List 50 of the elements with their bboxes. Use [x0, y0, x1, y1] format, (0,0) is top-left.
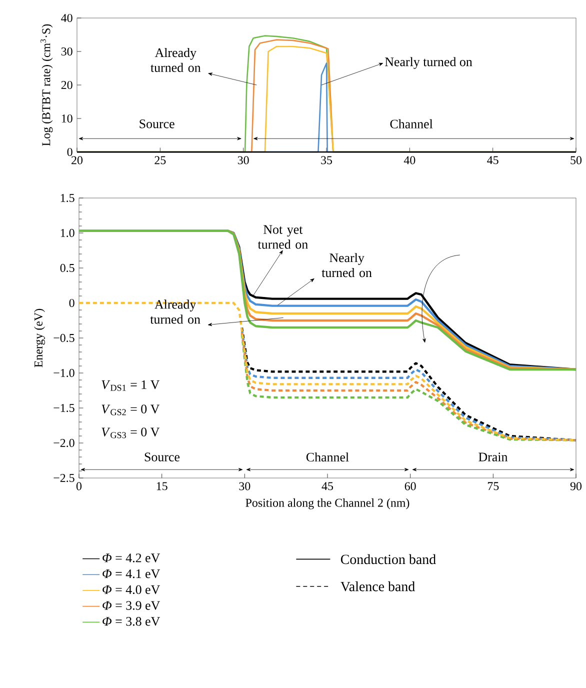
y-tick-label: 40: [61, 14, 72, 22]
x-axis-title: Position along the Channel 2 (nm): [246, 498, 410, 510]
annotation: Nearly turned on: [322, 253, 372, 278]
y-tick-label: −2.0: [54, 438, 74, 448]
y-tick-label: 0: [67, 148, 72, 156]
legend-label: Φ = 4.1 eV: [102, 569, 160, 578]
annotation: V$_{DS1}$ = 1 V: [102, 380, 160, 391]
x-tick-label: 25: [154, 156, 166, 164]
legend-label: Φ = 3.9 eV: [102, 601, 160, 610]
y-tick-label: −1.5: [54, 404, 74, 412]
annotation: Already turned on: [150, 300, 200, 324]
y-tick-label: 10: [62, 114, 72, 123]
legend-label: Φ = 4.2 eV: [102, 554, 160, 562]
annotation: Channel: [306, 452, 349, 462]
x-tick-label: 50: [570, 156, 582, 164]
annotation: Nearly turned on: [385, 57, 472, 69]
x-tick-label: 60: [404, 482, 416, 490]
x-tick-label: 75: [488, 482, 499, 490]
text: Conduction band: [340, 554, 436, 564]
annotation: V$_{GS2}$ = 0 V: [102, 404, 160, 416]
x-tick-label: 15: [156, 482, 168, 490]
x-tick-label: 45: [487, 156, 498, 164]
annotation: Source: [140, 120, 174, 128]
annotation: Source: [144, 452, 180, 462]
y-axis-title: Log (BTBT rate) (cm$^{3}$·S): [40, 24, 53, 146]
text: Valence band: [340, 581, 415, 592]
y-tick-label: 20: [61, 80, 72, 90]
x-tick-label: 90: [570, 482, 582, 490]
legend-label: Φ = 4.0 eV: [102, 585, 160, 594]
annotation: Drain: [478, 452, 508, 462]
legend-label: Φ = 3.8 eV: [102, 616, 160, 626]
y-tick-label: −0.5: [54, 334, 74, 342]
annotation: Not yet turned on: [258, 225, 308, 249]
y-tick-label: 0: [69, 298, 74, 308]
x-tick-label: 0: [76, 482, 82, 490]
x-tick-label: 40: [404, 156, 416, 164]
y-axis-title: Energy (eV): [34, 308, 45, 368]
annotation: Channel: [390, 119, 433, 128]
x-tick-label: 30: [238, 156, 249, 164]
x-tick-label: 35: [321, 156, 332, 164]
y-tick-label: 1.5: [60, 194, 74, 202]
y-tick-label: 30: [61, 47, 72, 56]
y-tick-label: −2.5: [54, 474, 74, 482]
y-tick-label: 1.0: [60, 228, 74, 238]
annotation: V$_{GS3}$ = 0 V: [102, 428, 160, 438]
y-tick-label: −1.0: [54, 368, 74, 378]
x-tick-label: 30: [239, 482, 250, 490]
x-tick-label: 45: [322, 482, 334, 490]
y-tick-label: 0.5: [60, 264, 74, 272]
annotation: Already turned on: [150, 48, 201, 72]
